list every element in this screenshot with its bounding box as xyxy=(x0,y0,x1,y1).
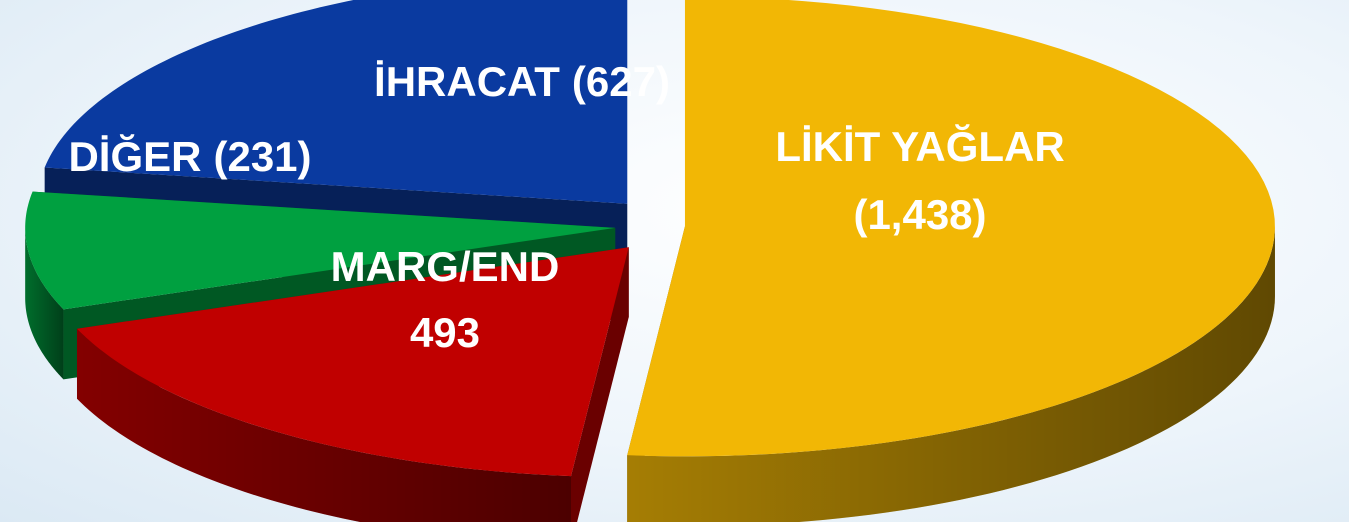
slice-top xyxy=(44,0,628,204)
slice-top xyxy=(627,0,1275,457)
slice-top xyxy=(25,191,616,310)
slice-value: (1,438) xyxy=(853,191,986,238)
slice xyxy=(627,0,1275,522)
slice-wall-shade xyxy=(627,226,1275,522)
slice-label: LİKİT YAĞLAR xyxy=(775,123,1064,170)
slice-label-name: MARG/END xyxy=(331,243,560,290)
slice-label: DİĞER (231) xyxy=(68,133,311,180)
slice-value-label: 493 xyxy=(410,309,480,356)
slice-label: MARG/END xyxy=(331,243,560,290)
slice-wall-shade xyxy=(25,227,64,380)
slice-value: (627) xyxy=(572,58,670,105)
slice-top xyxy=(76,247,629,477)
slice-value: (231) xyxy=(213,133,311,180)
slice-label-name: DİĞER xyxy=(68,133,201,180)
slice-wall-shade xyxy=(76,328,571,522)
slice-label: İHRACAT (627) xyxy=(374,58,670,105)
slice-label-name: LİKİT YAĞLAR xyxy=(775,123,1064,170)
slice-value-label: (1,438) xyxy=(853,191,986,238)
slice-value: 493 xyxy=(410,309,480,356)
slice-label-name: İHRACAT xyxy=(374,58,560,105)
slice xyxy=(76,247,629,522)
